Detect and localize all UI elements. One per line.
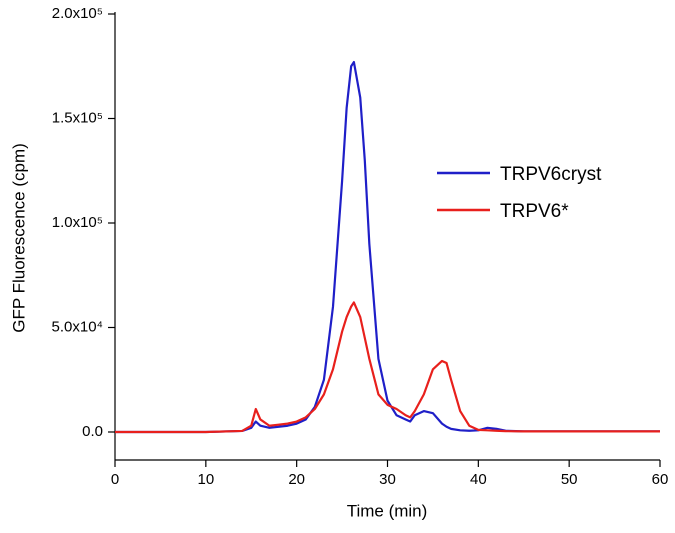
x-tick-label: 0 <box>111 471 119 488</box>
x-tick-label: 10 <box>197 471 214 488</box>
y-axis-title: GFP Fluorescence (cpm) <box>9 143 28 333</box>
legend-label: TRPV6cryst <box>500 164 602 185</box>
y-tick-label: 1.5x10⁵ <box>52 109 103 126</box>
x-tick-label: 60 <box>652 471 669 488</box>
y-tick-label: 5.0x10⁴ <box>52 318 103 335</box>
legend-label: TRPV6* <box>500 201 569 222</box>
y-tick-label: 0.0 <box>82 423 103 440</box>
series-line <box>115 60 660 434</box>
x-tick-label: 50 <box>561 471 578 488</box>
series-line <box>115 301 660 434</box>
x-tick-label: 30 <box>379 471 396 488</box>
x-tick-label: 20 <box>288 471 305 488</box>
y-tick-label: 2.0x10⁵ <box>52 5 103 22</box>
x-axis-title: Time (min) <box>347 501 428 520</box>
y-tick-label: 1.0x10⁵ <box>52 214 103 231</box>
x-tick-label: 40 <box>470 471 487 488</box>
